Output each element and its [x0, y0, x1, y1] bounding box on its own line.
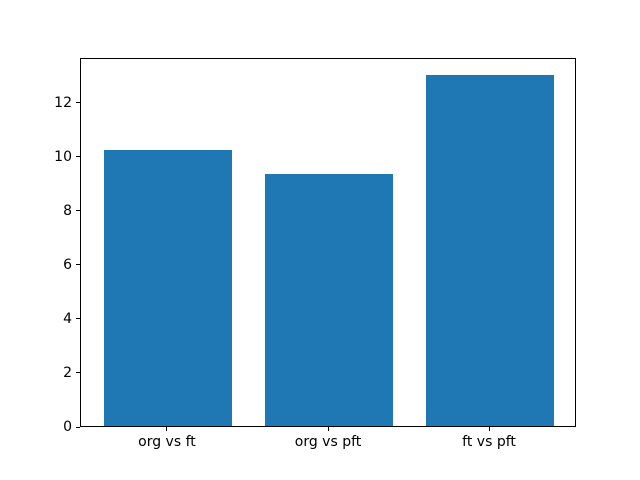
bar-1: [264, 173, 394, 426]
y-tick-label: 10: [54, 148, 72, 165]
bar-0: [103, 150, 233, 426]
y-tick-label: 8: [63, 202, 72, 219]
x-tick-label: org vs ft: [138, 434, 196, 450]
bar-2: [425, 74, 555, 426]
plot-area: [80, 58, 576, 427]
bars-layer: [81, 59, 575, 426]
x-tick-mark: [488, 427, 490, 431]
y-tick-label: 2: [63, 364, 72, 381]
x-tick-mark: [166, 427, 168, 431]
y-tick-label: 6: [63, 256, 72, 273]
x-tick-label: ft vs pft: [462, 434, 516, 450]
y-tick-label: 12: [54, 94, 72, 111]
y-tick-label: 0: [63, 419, 72, 435]
x-tick-mark: [327, 427, 329, 431]
x-tick-label: org vs pft: [294, 434, 362, 450]
y-tick-label: 4: [63, 310, 72, 327]
